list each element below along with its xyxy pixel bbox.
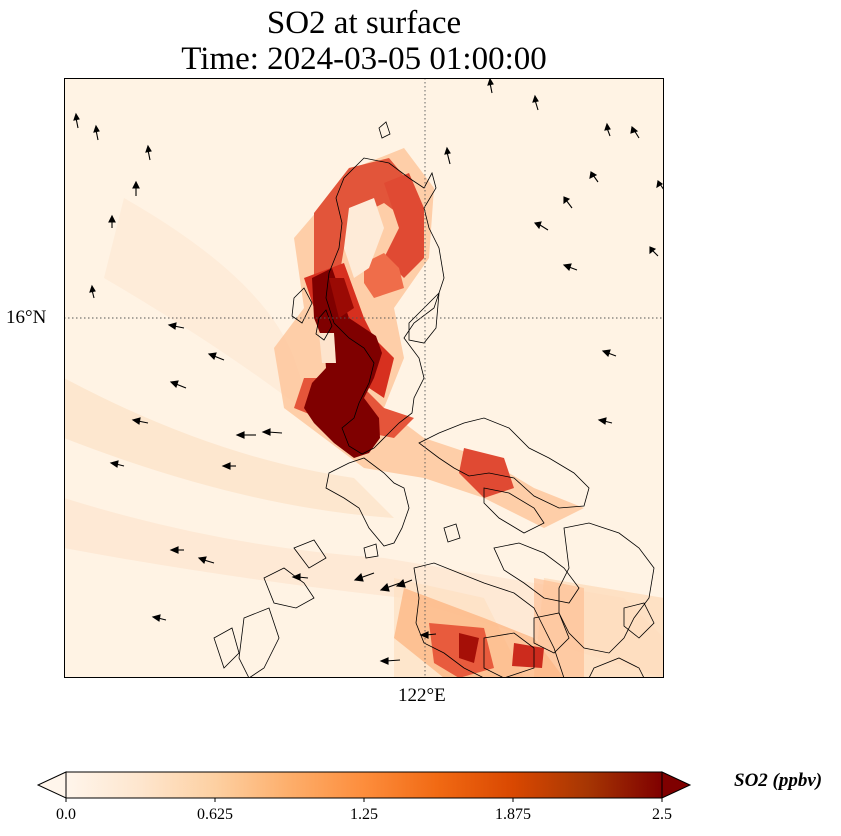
colorbar-gradient (65, 771, 663, 799)
wind-arrow (167, 322, 185, 330)
wind-arrow (604, 122, 611, 137)
longitude-tick-label: 122°E (398, 685, 446, 706)
wind-arrow (533, 221, 549, 231)
colorbar-tick-label: 0.625 (197, 806, 233, 823)
wind-arrow (487, 78, 494, 94)
gridlines (64, 78, 664, 678)
wind-arrow (207, 352, 225, 361)
wind-arrow (169, 546, 184, 554)
wind-arrow (169, 380, 187, 389)
wind-arrow (379, 582, 401, 592)
wind-arrow (197, 556, 215, 565)
map-frame (64, 78, 664, 678)
wind-arrow (221, 462, 236, 470)
wind-arrow (649, 246, 659, 257)
wind-arrow (145, 144, 152, 161)
colorbar-tick-label: 2.5 (652, 806, 672, 823)
wind-arrow (108, 214, 116, 228)
wind-arrow (444, 146, 451, 165)
wind-arrow (379, 657, 401, 665)
colorbar (36, 771, 692, 802)
colorbar-tick-label: 1.25 (350, 806, 378, 823)
chart-title: SO2 at surface (266, 5, 462, 41)
wind-arrow (563, 196, 573, 209)
wind-arrow (597, 417, 613, 425)
wind-arrow (291, 573, 309, 581)
colorbar-label: SO2 (ppbv) (734, 770, 823, 791)
wind-arrow (235, 431, 256, 439)
wind-arrow (131, 417, 149, 425)
coastlines (213, 121, 655, 678)
wind-arrow (353, 572, 375, 582)
wind-arrow (601, 349, 617, 358)
wind-arrow (562, 263, 578, 272)
wind-arrow (261, 428, 283, 436)
wind-arrow (89, 284, 96, 299)
wind-arrow (419, 631, 437, 639)
wind-arrow (630, 125, 640, 139)
colorbar-tick-label: 0.0 (56, 806, 76, 823)
wind-arrow (109, 460, 125, 468)
wind-arrow (132, 180, 140, 196)
colorbar-tick-label: 1.875 (495, 806, 531, 823)
wind-arrow (73, 112, 80, 129)
chart-subtitle-time: Time: 2024-03-05 01:00:00 (181, 41, 547, 77)
map-plot-area (64, 78, 664, 678)
colorbar-extend-min (36, 771, 67, 799)
wind-arrow (589, 171, 599, 183)
wind-arrow (532, 94, 539, 111)
wind-arrow (93, 124, 100, 141)
wind-arrow (395, 578, 413, 588)
latitude-tick-label: 16°N (6, 307, 47, 328)
wind-arrow (151, 614, 167, 622)
colorbar-extend-max (661, 771, 692, 799)
